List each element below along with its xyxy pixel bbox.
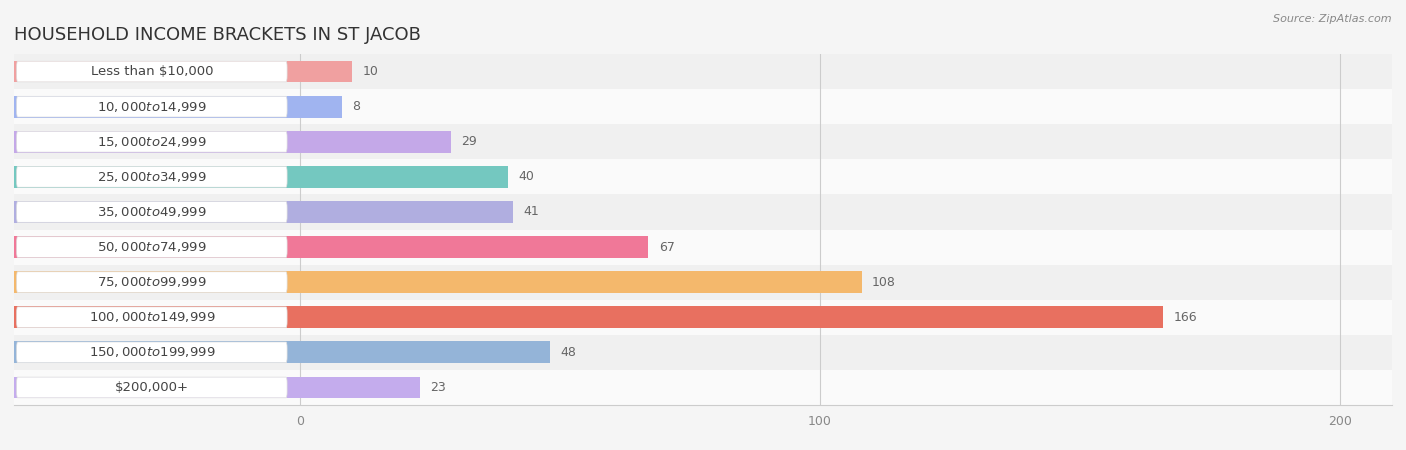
Text: $35,000 to $49,999: $35,000 to $49,999 (97, 205, 207, 219)
Text: 8: 8 (352, 100, 360, 113)
Text: 29: 29 (461, 135, 477, 148)
Bar (14, 61, 299, 82)
FancyBboxPatch shape (17, 131, 287, 152)
Bar (299, 306, 1163, 328)
Text: 40: 40 (519, 171, 534, 183)
Bar (14, 265, 1392, 300)
Text: $75,000 to $99,999: $75,000 to $99,999 (97, 275, 207, 289)
Bar (14, 342, 299, 363)
Bar (14, 124, 1392, 159)
Bar (14, 89, 1392, 124)
Bar (299, 61, 352, 82)
Bar (14, 166, 299, 188)
Text: $150,000 to $199,999: $150,000 to $199,999 (89, 345, 215, 360)
Text: HOUSEHOLD INCOME BRACKETS IN ST JACOB: HOUSEHOLD INCOME BRACKETS IN ST JACOB (14, 26, 420, 44)
FancyBboxPatch shape (17, 202, 287, 222)
FancyBboxPatch shape (17, 272, 287, 292)
Bar (14, 194, 1392, 230)
FancyBboxPatch shape (17, 377, 287, 398)
Text: 23: 23 (430, 381, 446, 394)
Text: $50,000 to $74,999: $50,000 to $74,999 (97, 240, 207, 254)
Bar (14, 377, 299, 398)
Text: 48: 48 (560, 346, 576, 359)
Text: 67: 67 (659, 241, 675, 253)
Text: $15,000 to $24,999: $15,000 to $24,999 (97, 135, 207, 149)
Text: 10: 10 (363, 65, 378, 78)
Bar (299, 342, 550, 363)
Bar (299, 201, 513, 223)
FancyBboxPatch shape (17, 237, 287, 257)
FancyBboxPatch shape (17, 342, 287, 363)
Bar (14, 300, 1392, 335)
Bar (14, 96, 299, 117)
Bar (299, 96, 342, 117)
Text: 41: 41 (523, 206, 540, 218)
Bar (14, 306, 299, 328)
FancyBboxPatch shape (17, 166, 287, 187)
Text: $10,000 to $14,999: $10,000 to $14,999 (97, 99, 207, 114)
Bar (14, 131, 299, 153)
Bar (299, 131, 451, 153)
Bar (14, 201, 299, 223)
Bar (299, 377, 419, 398)
Bar (14, 230, 1392, 265)
Bar (14, 370, 1392, 405)
Bar (14, 159, 1392, 194)
Bar (14, 335, 1392, 370)
Text: Source: ZipAtlas.com: Source: ZipAtlas.com (1274, 14, 1392, 23)
Text: Less than $10,000: Less than $10,000 (90, 65, 214, 78)
Text: $25,000 to $34,999: $25,000 to $34,999 (97, 170, 207, 184)
Bar (14, 54, 1392, 89)
Text: $100,000 to $149,999: $100,000 to $149,999 (89, 310, 215, 324)
Bar (299, 271, 862, 293)
Bar (299, 166, 508, 188)
Bar (14, 271, 299, 293)
Text: 108: 108 (872, 276, 896, 288)
Text: $200,000+: $200,000+ (115, 381, 188, 394)
FancyBboxPatch shape (17, 61, 287, 82)
FancyBboxPatch shape (17, 307, 287, 328)
Bar (299, 236, 648, 258)
FancyBboxPatch shape (17, 96, 287, 117)
Text: 166: 166 (1174, 311, 1197, 324)
Bar (14, 236, 299, 258)
